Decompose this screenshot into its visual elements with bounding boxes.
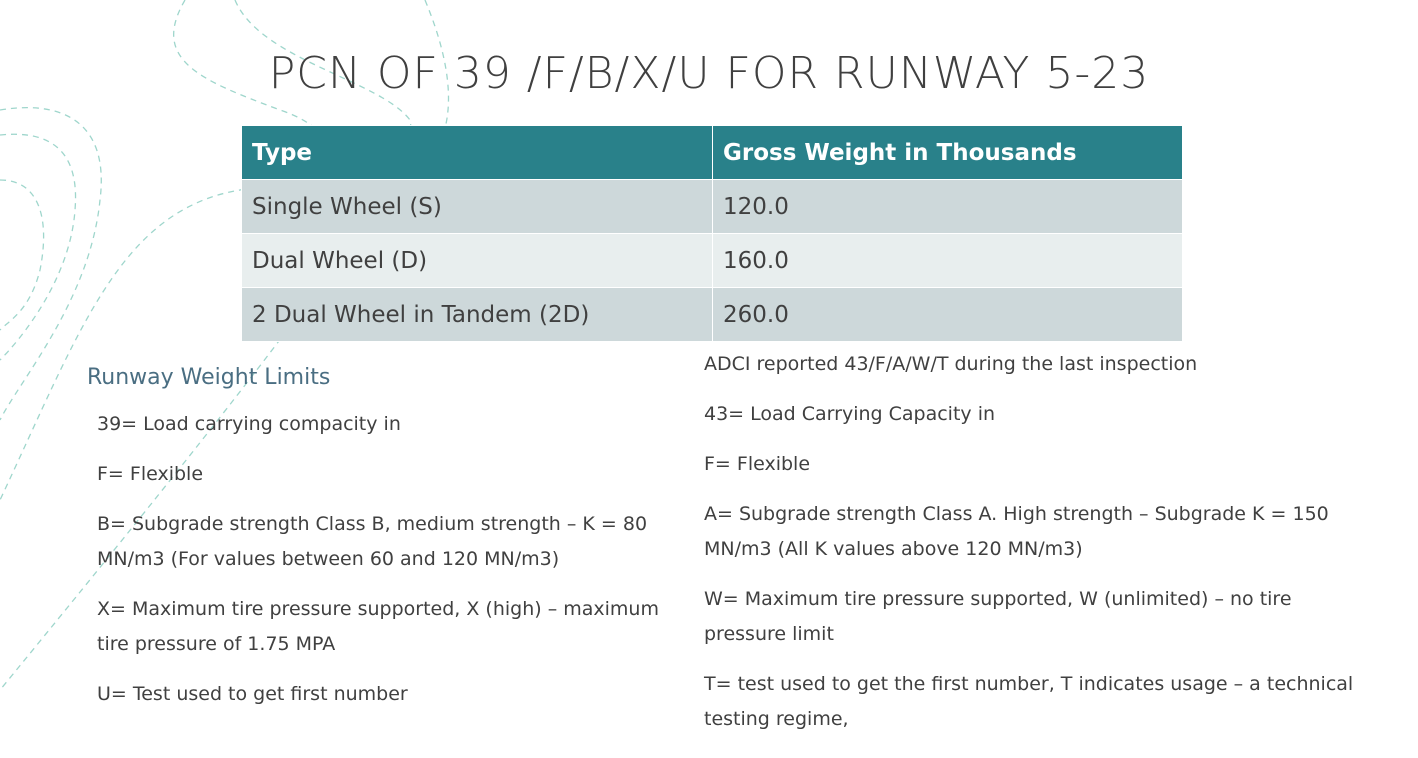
bullet-text: B= Subgrade strength Class B, medium str… bbox=[97, 513, 648, 570]
bullet-text: 43= Load Carrying Capacity in bbox=[704, 403, 996, 425]
right-column: ADCI reported 43/F/A/W/T during the last… bbox=[704, 347, 1374, 752]
cell: 2 Dual Wheel in Tandem (2D) bbox=[241, 287, 713, 342]
bullet-text: F= Flexible bbox=[704, 453, 811, 475]
bullet-text: F= Flexible bbox=[97, 463, 204, 485]
bullet-text: 39= Load carrying compacity in bbox=[97, 413, 401, 435]
bullet-text: X= Maximum tire pressure supported, X (h… bbox=[97, 598, 659, 655]
cell: 260.0 bbox=[712, 287, 1183, 342]
header-cell: Gross Weight in Thousands bbox=[712, 125, 1183, 180]
cell: Dual Wheel (D) bbox=[241, 233, 713, 288]
heading: Runway Weight Limits bbox=[87, 365, 331, 390]
bullet-text: A= Subgrade strength Class A. High stren… bbox=[704, 503, 1329, 560]
cell: Single Wheel (S) bbox=[241, 179, 713, 234]
weight-table: Type Gross Weight in Thousands Single Whe… bbox=[241, 125, 1183, 342]
bullet-text: U= Test used to get first number bbox=[97, 683, 408, 705]
left-column: Runway Weight Limits 39= Load carrying c… bbox=[87, 360, 687, 727]
bullet-text: T= test used to get the first number, T … bbox=[704, 673, 1354, 730]
header-cell: Type bbox=[241, 125, 713, 180]
bullet-text: W= Maximum tire pressure supported, W (u… bbox=[704, 588, 1292, 645]
bullet-text: ADCI reported 43/F/A/W/T during the last… bbox=[704, 353, 1198, 375]
cell: 120.0 bbox=[712, 179, 1183, 234]
cell: 160.0 bbox=[712, 233, 1183, 288]
title: PCN OF 39 /F/B/X/U FOR RUNWAY 5-23 bbox=[268, 48, 1150, 99]
